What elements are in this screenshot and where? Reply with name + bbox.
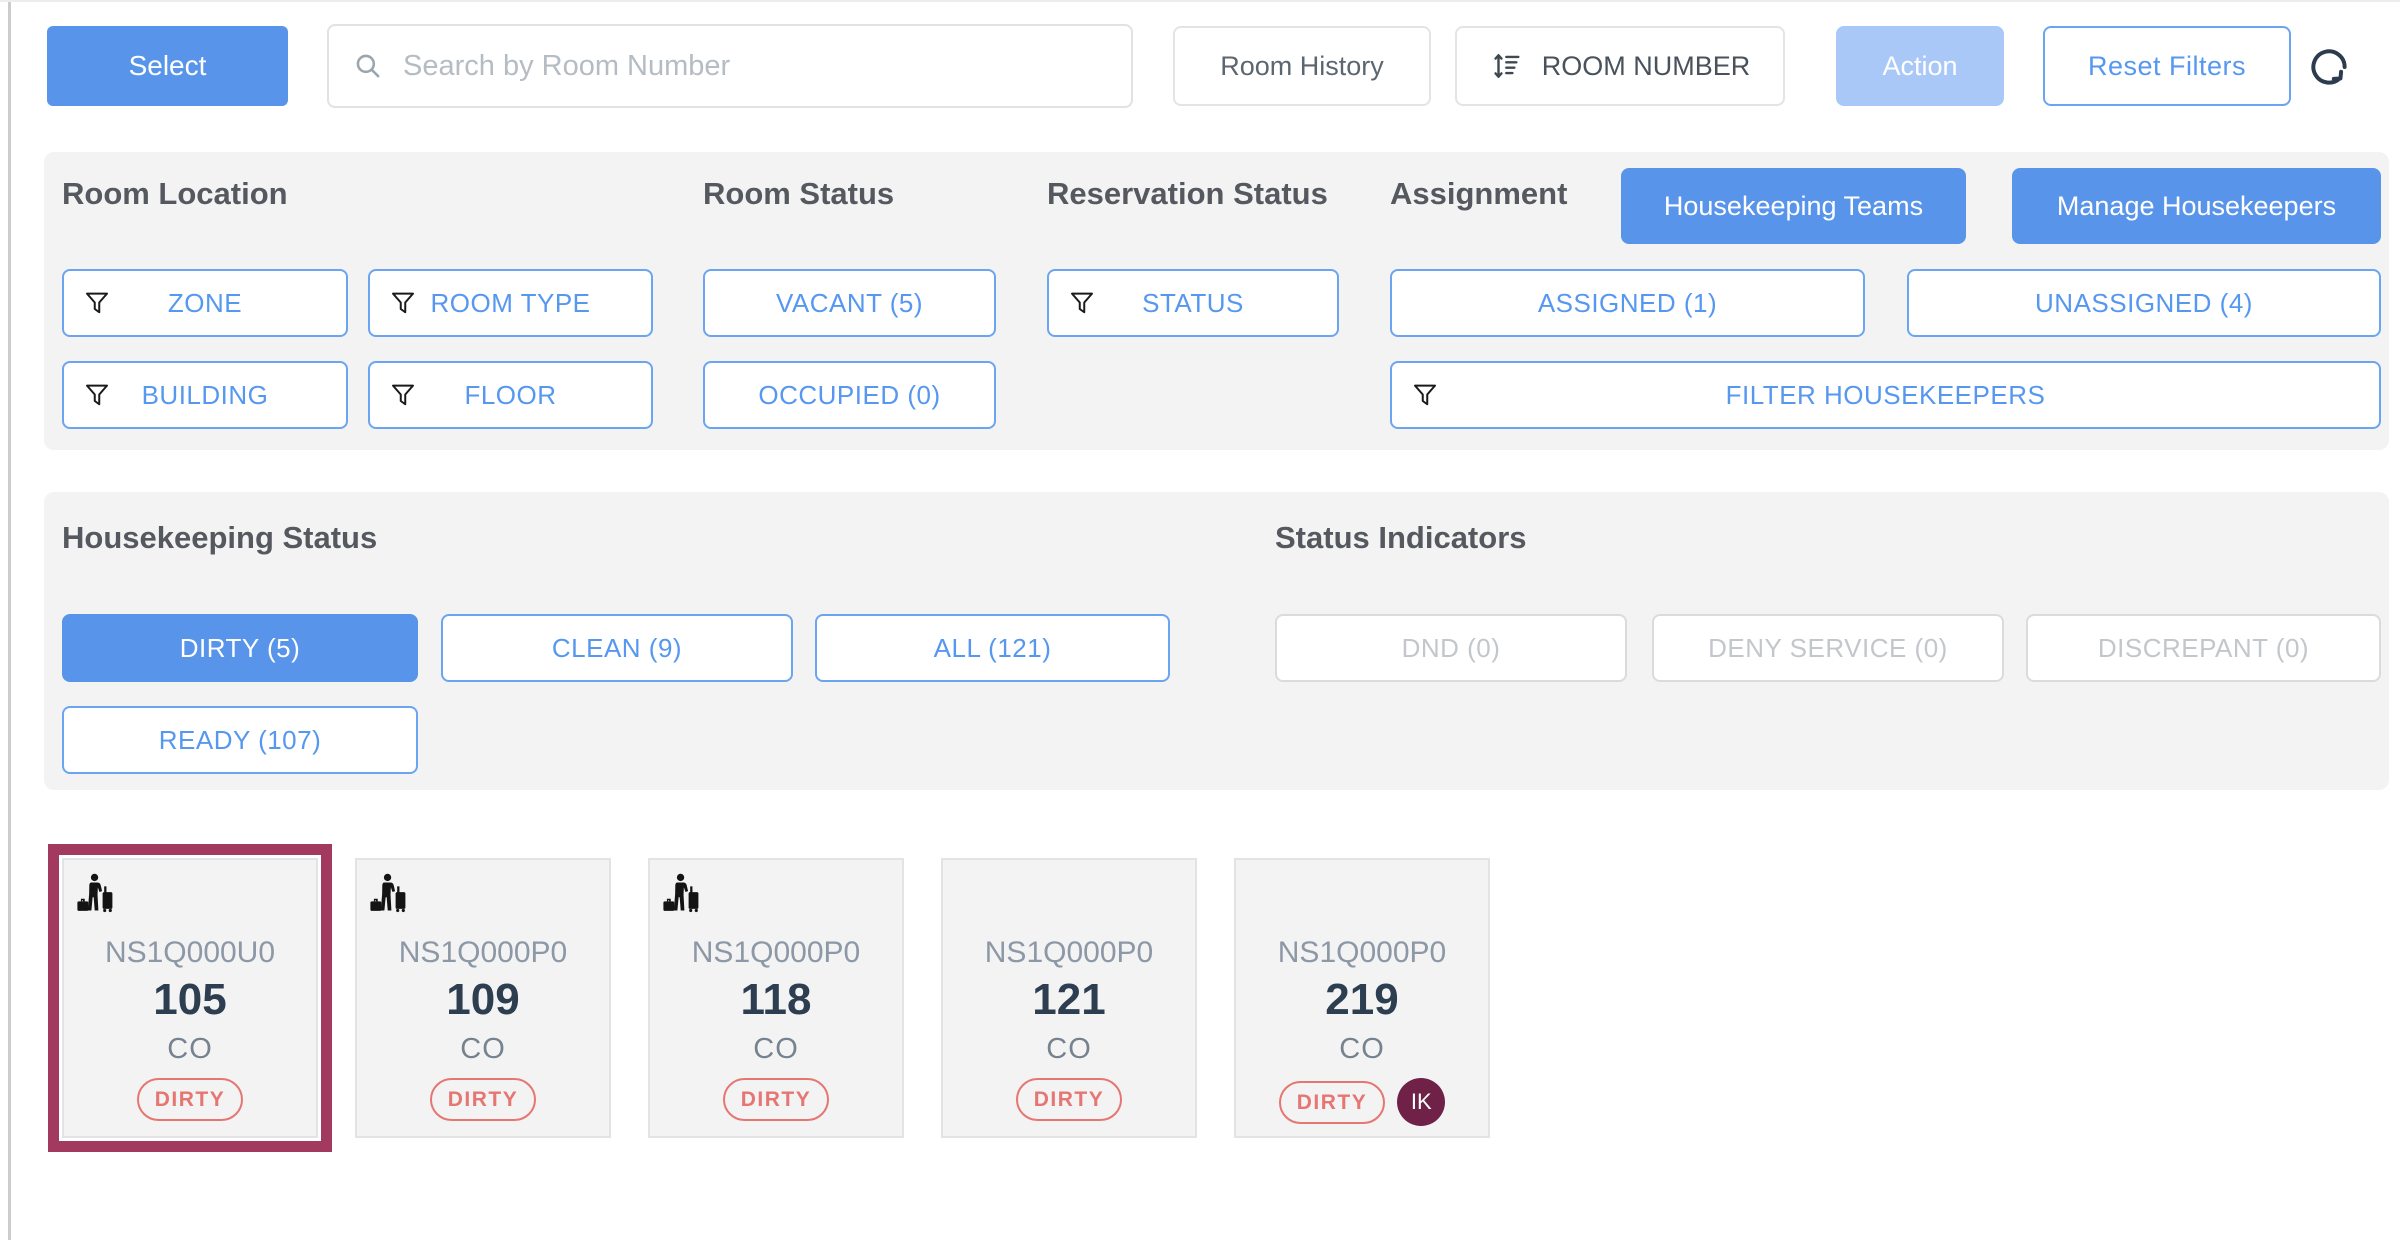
housekeeping-status-badge: DIRTY xyxy=(429,1078,537,1121)
filter-housekeepers-label: FILTER HOUSEKEEPERS xyxy=(1725,380,2046,410)
housekeeper-avatar-badge[interactable]: IK xyxy=(1397,1078,1446,1126)
room-card-118[interactable]: NS1Q000P0 118 CO DIRTY xyxy=(648,858,904,1138)
reservation-status-filter-button[interactable]: STATUS xyxy=(1047,269,1339,337)
status-indicators-title: Status Indicators xyxy=(1275,520,1527,555)
room-location-title: Room Location xyxy=(62,176,288,211)
floor-label: FLOOR xyxy=(464,380,557,410)
room-number: 121 xyxy=(1032,975,1106,1024)
housekeeping-status-badge: DIRTY xyxy=(136,1078,244,1121)
card-badges: DIRTY IK xyxy=(1278,1078,1446,1126)
room-card-121[interactable]: NS1Q000P0 121 CO DIRTY xyxy=(941,858,1197,1138)
occupied-filter-button[interactable]: OCCUPIED (0) xyxy=(703,361,996,429)
dnd-indicator-button[interactable]: DND (0) xyxy=(1275,614,1627,682)
room-search[interactable] xyxy=(327,24,1133,108)
room-code: NS1Q000P0 xyxy=(984,936,1154,969)
guest-luggage-icon xyxy=(369,872,411,919)
dirty-filter-button[interactable]: DIRTY (5) xyxy=(62,614,418,682)
filters-panel: Room Location Room Status Reservation St… xyxy=(44,152,2389,450)
reservation-status-code: CO xyxy=(167,1033,213,1065)
housekeeping-status-title: Housekeeping Status xyxy=(62,520,378,555)
unassigned-filter-button[interactable]: UNASSIGNED (4) xyxy=(1907,269,2381,337)
sort-by-label: ROOM NUMBER xyxy=(1541,50,1751,81)
building-filter-button[interactable]: BUILDING xyxy=(62,361,348,429)
clean-filter-button[interactable]: CLEAN (9) xyxy=(441,614,793,682)
room-number: 105 xyxy=(153,975,227,1024)
status-label: STATUS xyxy=(1142,288,1244,318)
housekeeping-status-badge: DIRTY xyxy=(1278,1080,1386,1124)
reservation-status-code: CO xyxy=(753,1033,799,1065)
zone-filter-button[interactable]: ZONE xyxy=(62,269,348,337)
room-status-title: Room Status xyxy=(703,176,895,211)
card-badges: DIRTY xyxy=(1015,1078,1123,1121)
filter-funnel-icon xyxy=(82,287,112,319)
room-cards-grid: NS1Q000U0 105 CO DIRTY NS1Q000P0 109 CO … xyxy=(62,858,1490,1138)
all-filter-button[interactable]: ALL (121) xyxy=(815,614,1170,682)
room-code: NS1Q000P0 xyxy=(398,936,568,969)
assigned-filter-button[interactable]: ASSIGNED (1) xyxy=(1390,269,1865,337)
top-edge-divider xyxy=(0,0,2400,2)
room-type-label: ROOM TYPE xyxy=(430,288,591,318)
manage-housekeepers-button[interactable]: Manage Housekeepers xyxy=(2012,168,2381,244)
vacant-filter-button[interactable]: VACANT (5) xyxy=(703,269,996,337)
sort-by-button[interactable]: ROOM NUMBER xyxy=(1455,26,1785,106)
reservation-status-code: CO xyxy=(460,1033,506,1065)
card-badges: DIRTY xyxy=(429,1078,537,1121)
reservation-status-code: CO xyxy=(1046,1033,1092,1065)
discrepant-indicator-button[interactable]: DISCREPANT (0) xyxy=(2026,614,2381,682)
room-number: 118 xyxy=(740,975,812,1024)
card-badges: DIRTY xyxy=(722,1078,830,1121)
filter-funnel-icon xyxy=(1067,287,1097,319)
room-number: 109 xyxy=(446,975,520,1024)
filter-funnel-icon xyxy=(1410,379,1440,411)
refresh-button[interactable] xyxy=(2298,36,2360,98)
ready-filter-button[interactable]: READY (107) xyxy=(62,706,418,774)
action-button[interactable]: Action xyxy=(1836,26,2004,106)
filter-funnel-icon xyxy=(388,287,418,319)
guest-luggage-icon xyxy=(76,872,118,919)
sort-icon xyxy=(1494,54,1520,78)
room-card-109[interactable]: NS1Q000P0 109 CO DIRTY xyxy=(355,858,611,1138)
housekeeping-teams-button[interactable]: Housekeeping Teams xyxy=(1621,168,1966,244)
reset-filters-button[interactable]: Reset Filters xyxy=(2043,26,2291,106)
filter-funnel-icon xyxy=(82,379,112,411)
select-button[interactable]: Select xyxy=(47,26,288,106)
filter-funnel-icon xyxy=(388,379,418,411)
refresh-icon xyxy=(2311,49,2347,85)
card-badges: DIRTY xyxy=(136,1078,244,1121)
guest-luggage-icon xyxy=(662,872,704,919)
reservation-status-code: CO xyxy=(1339,1033,1385,1065)
filter-housekeepers-button[interactable]: FILTER HOUSEKEEPERS xyxy=(1390,361,2381,429)
room-code: NS1Q000P0 xyxy=(1277,936,1447,969)
floor-filter-button[interactable]: FLOOR xyxy=(368,361,653,429)
room-card-219[interactable]: NS1Q000P0 219 CO DIRTY IK xyxy=(1234,858,1490,1138)
search-icon xyxy=(356,54,380,78)
room-history-button[interactable]: Room History xyxy=(1173,26,1431,106)
zone-label: ZONE xyxy=(167,288,243,318)
housekeeping-status-panel: Housekeeping Status Status Indicators DI… xyxy=(44,492,2389,790)
room-code: NS1Q000U0 xyxy=(104,936,276,969)
room-number: 219 xyxy=(1325,975,1399,1024)
building-label: BUILDING xyxy=(141,380,269,410)
room-card-105[interactable]: NS1Q000U0 105 CO DIRTY xyxy=(62,858,318,1138)
assignment-title: Assignment xyxy=(1390,176,1568,211)
left-edge-divider xyxy=(8,0,11,1240)
housekeeping-status-badge: DIRTY xyxy=(1015,1078,1123,1121)
reservation-status-title: Reservation Status xyxy=(1047,176,1328,211)
room-type-filter-button[interactable]: ROOM TYPE xyxy=(368,269,653,337)
room-code: NS1Q000P0 xyxy=(691,936,861,969)
housekeeping-status-badge: DIRTY xyxy=(722,1078,830,1121)
search-input[interactable] xyxy=(401,48,1109,84)
deny-service-indicator-button[interactable]: DENY SERVICE (0) xyxy=(1652,614,2004,682)
